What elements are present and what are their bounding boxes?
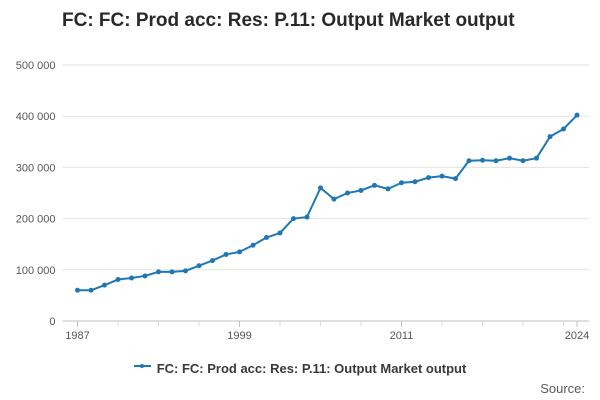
svg-text:0: 0 — [49, 316, 55, 328]
svg-text:400 000: 400 000 — [16, 111, 56, 123]
svg-text:1999: 1999 — [227, 330, 251, 342]
svg-text:2024: 2024 — [565, 330, 589, 342]
svg-text:100 000: 100 000 — [16, 265, 56, 277]
svg-text:500 000: 500 000 — [16, 60, 56, 72]
svg-text:2011: 2011 — [390, 330, 414, 342]
svg-text:1987: 1987 — [65, 330, 89, 342]
svg-text:200 000: 200 000 — [16, 214, 56, 226]
svg-text:300 000: 300 000 — [16, 162, 56, 174]
